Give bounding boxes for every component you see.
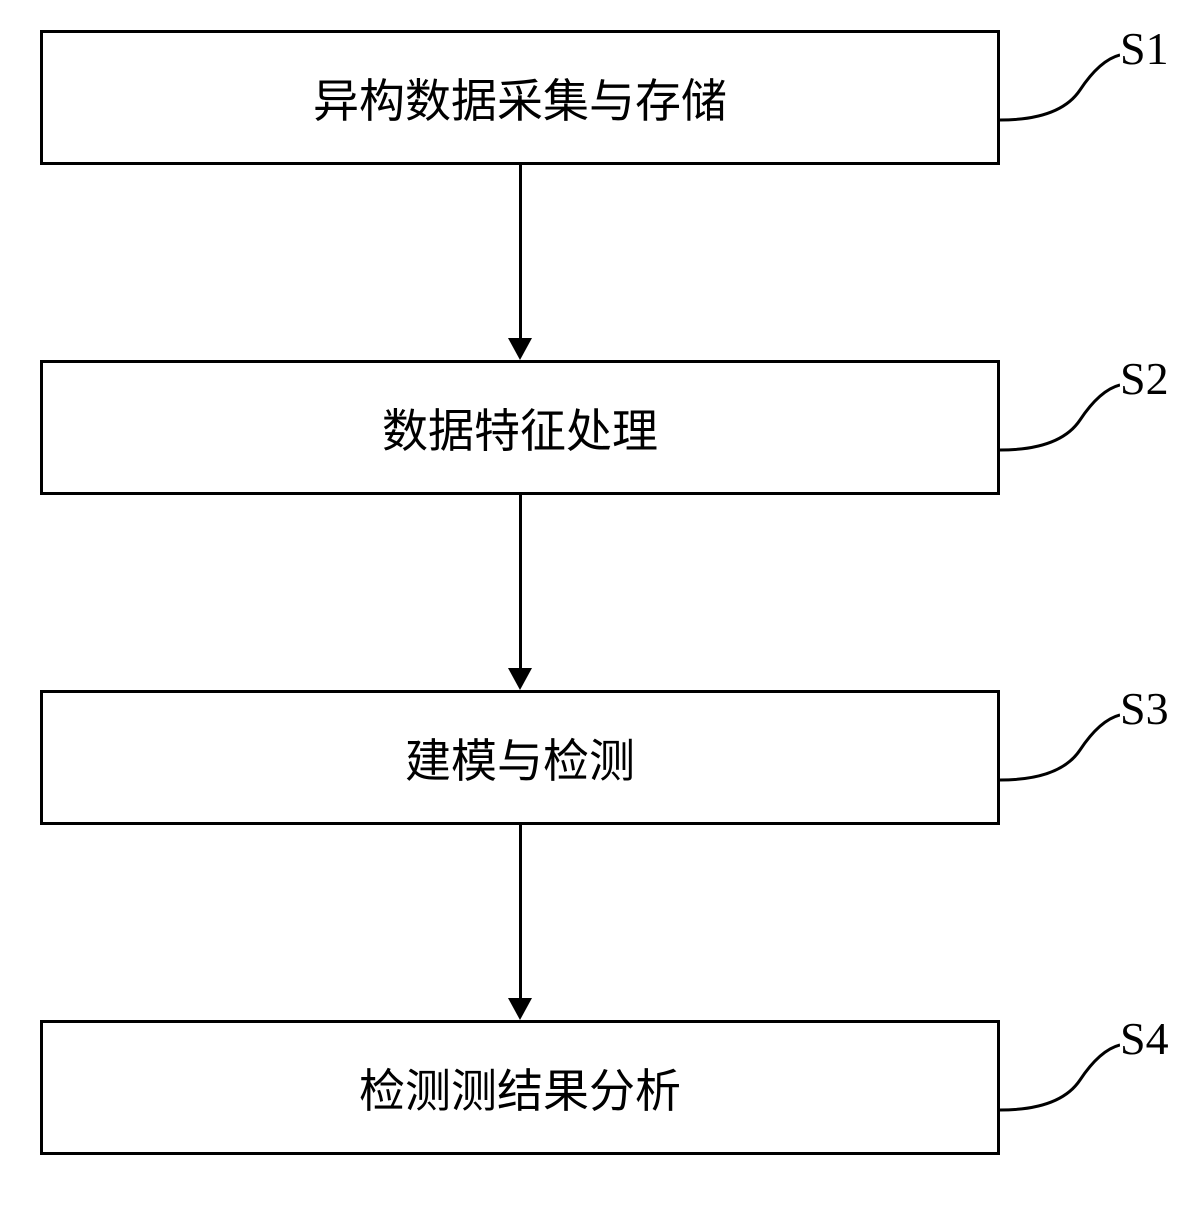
flowchart-container: 异构数据采集与存储 S1 数据特征处理 S2 建模与检测 S3 检测测结果分析 … <box>0 0 1202 1230</box>
node-label: 异构数据采集与存储 <box>313 65 727 131</box>
connector-curve-s1 <box>1000 50 1120 125</box>
flowchart-node-s2: 数据特征处理 <box>40 360 1000 495</box>
connector-curve-s4 <box>1000 1040 1120 1115</box>
arrow-line <box>519 825 522 998</box>
connector-curve-s3 <box>1000 710 1120 785</box>
node-label: 建模与检测 <box>405 725 635 791</box>
step-label-s2: S2 <box>1120 352 1169 405</box>
arrow-head-icon <box>508 668 532 690</box>
arrow-head-icon <box>508 998 532 1020</box>
connector-curve-s2 <box>1000 380 1120 455</box>
node-label: 检测测结果分析 <box>359 1055 681 1121</box>
step-label-s1: S1 <box>1120 22 1169 75</box>
flowchart-node-s3: 建模与检测 <box>40 690 1000 825</box>
arrow-head-icon <box>508 338 532 360</box>
node-label: 数据特征处理 <box>382 395 658 461</box>
step-label-s3: S3 <box>1120 682 1169 735</box>
flowchart-node-s4: 检测测结果分析 <box>40 1020 1000 1155</box>
flowchart-node-s1: 异构数据采集与存储 <box>40 30 1000 165</box>
arrow-line <box>519 495 522 668</box>
step-label-s4: S4 <box>1120 1012 1169 1065</box>
arrow-line <box>519 165 522 338</box>
